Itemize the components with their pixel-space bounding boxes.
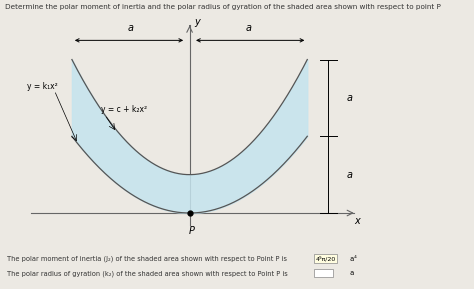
Text: The polar radius of gyration (k₂) of the shaded area shown with respect to Point: The polar radius of gyration (k₂) of the… [7,270,288,277]
Text: The polar moment of inertia (J₂) of the shaded area shown with respect to Point : The polar moment of inertia (J₂) of the … [7,256,287,262]
Text: y = c + k₂x²: y = c + k₂x² [101,105,147,114]
Text: y: y [194,17,200,27]
Text: a⁴: a⁴ [348,256,357,262]
Text: y = k₁x²: y = k₁x² [27,82,58,91]
Text: a: a [128,23,134,33]
Text: a: a [346,93,352,103]
Text: x: x [354,216,360,226]
Text: a: a [348,270,355,276]
Text: Determine the polar moment of inertia and the polar radius of gyration of the sh: Determine the polar moment of inertia an… [5,4,441,10]
Text: a: a [246,23,251,33]
Text: 4⁹π/20: 4⁹π/20 [315,256,336,261]
Text: a: a [346,170,352,180]
Text: P: P [189,226,195,236]
